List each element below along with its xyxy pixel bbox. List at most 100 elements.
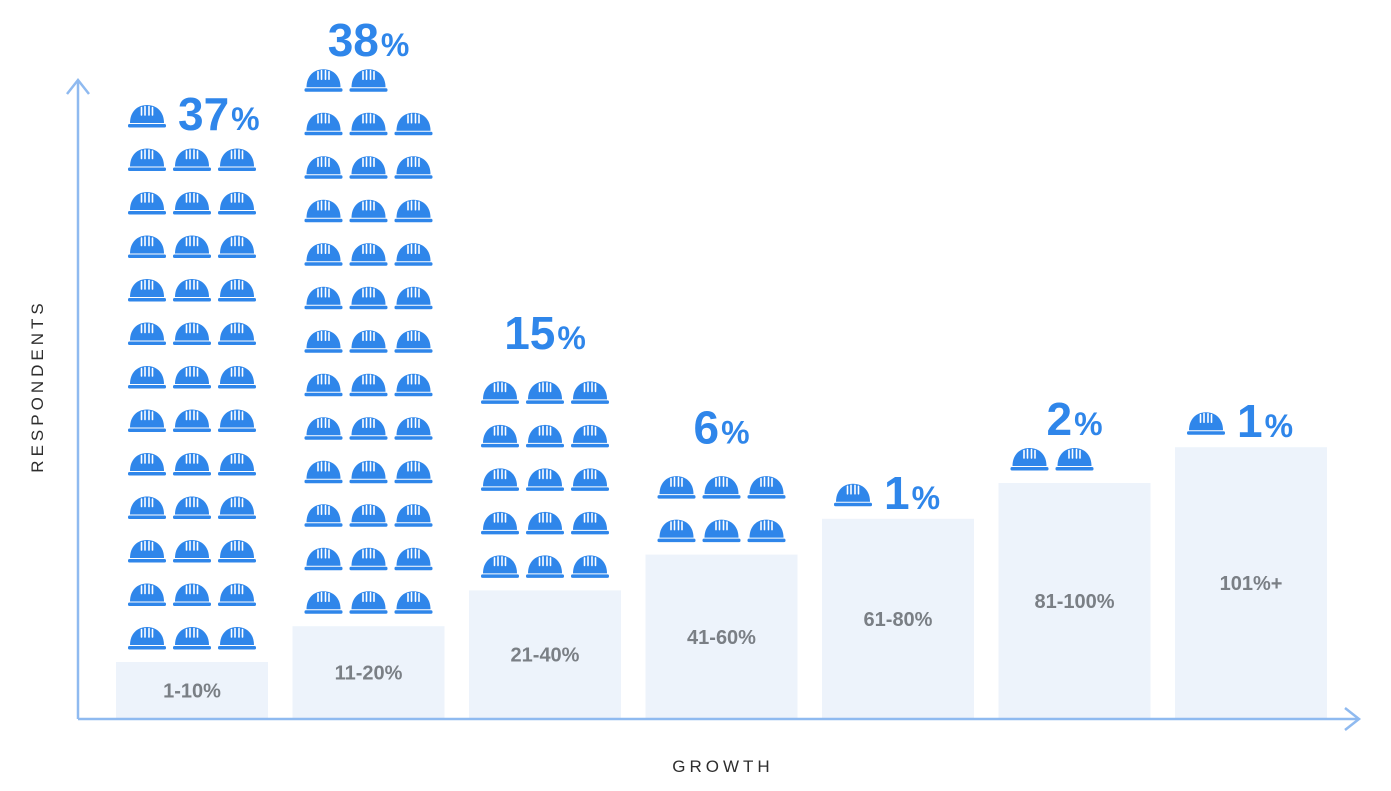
hard-hat-icon xyxy=(349,111,388,136)
hard-hat-icon xyxy=(349,68,388,93)
hard-hat-icon xyxy=(173,234,211,259)
percent-value: 2 xyxy=(1046,393,1072,445)
hard-hat-icon xyxy=(394,546,433,571)
hard-hat-icon xyxy=(218,539,256,563)
hard-hat-icon xyxy=(349,372,388,397)
percent-value: 1 xyxy=(884,467,910,519)
percent-sign: % xyxy=(381,27,409,63)
hard-hat-icon xyxy=(481,380,519,405)
hard-hat-icon xyxy=(702,518,741,543)
hard-hat-icon xyxy=(571,467,609,492)
percent-label: 1% xyxy=(1237,395,1293,447)
percent-label: 1% xyxy=(884,467,940,519)
hard-hat-icon xyxy=(173,321,211,346)
hard-hat-icon xyxy=(128,147,166,172)
hard-hat-icon xyxy=(304,416,343,441)
category-label: 61-80% xyxy=(864,609,933,631)
hard-hat-icon xyxy=(128,495,166,520)
hard-hat-icon xyxy=(834,482,872,507)
hard-hat-icon xyxy=(218,626,256,650)
hard-hat-icon xyxy=(304,198,343,223)
hard-hat-icon xyxy=(128,408,166,433)
hard-hat-icon xyxy=(349,546,388,571)
hard-hat-icon xyxy=(173,365,211,389)
hard-hat-icon xyxy=(218,582,256,607)
hard-hat-icon xyxy=(571,511,609,535)
hard-hat-icon xyxy=(304,285,343,310)
hard-hat-icon xyxy=(526,380,564,405)
hard-hat-icon xyxy=(218,191,256,215)
category-base xyxy=(469,590,621,719)
hard-hat-icon xyxy=(304,372,343,397)
percent-label: 15% xyxy=(504,307,586,359)
hard-hat-icon xyxy=(218,234,256,259)
hard-hat-icon xyxy=(571,554,609,579)
hard-hat-icon xyxy=(394,503,433,528)
hard-hat-icon xyxy=(526,424,564,448)
category-bases: 1-10% 11-20% 21-40% 41-60% 61-80% 81-100% 101%… xyxy=(116,447,1327,719)
hard-hat-icon xyxy=(173,278,211,302)
hard-hat-icon xyxy=(657,475,696,500)
hard-hat-icon xyxy=(173,147,211,172)
hard-hat-icon xyxy=(173,408,211,433)
category-label: 1-10% xyxy=(163,681,221,703)
hard-hat-icon xyxy=(394,155,433,180)
percent-value: 37 xyxy=(178,88,229,140)
hard-hat-icon xyxy=(571,424,609,448)
hard-hat-icon xyxy=(481,467,519,492)
category-label: 41-60% xyxy=(687,627,756,649)
hard-hat-icon xyxy=(128,365,166,389)
hard-hat-icon xyxy=(304,155,343,180)
axes xyxy=(66,77,1362,731)
category-base xyxy=(116,662,268,719)
hard-hat-icon xyxy=(349,329,388,354)
hard-hat-icon xyxy=(526,511,564,535)
percent-value: 1 xyxy=(1237,395,1263,447)
hard-hat-icon xyxy=(481,511,519,535)
hard-hat-icon xyxy=(394,459,433,484)
x-axis-title: GROWTH xyxy=(672,757,773,776)
percent-label: 2% xyxy=(1046,393,1102,445)
hard-hat-icon xyxy=(218,278,256,302)
hard-hat-icon xyxy=(349,285,388,310)
hard-hat-icon xyxy=(128,626,166,650)
category-label: 101%+ xyxy=(1220,573,1283,595)
hard-hat-icon xyxy=(304,68,343,93)
hard-hat-icon xyxy=(481,424,519,448)
hard-hat-icon xyxy=(1187,411,1225,436)
hard-hat-icon xyxy=(173,626,211,650)
hard-hat-icon xyxy=(349,459,388,484)
hard-hat-icon xyxy=(304,546,343,571)
hard-hat-icon xyxy=(304,503,343,528)
hard-hat-icon xyxy=(349,242,388,267)
percent-sign: % xyxy=(721,415,749,451)
hard-hat-icon xyxy=(747,518,786,543)
category-base xyxy=(1175,447,1327,719)
percent-label: 38% xyxy=(328,14,410,66)
percent-label: 37% xyxy=(178,88,260,140)
category-base xyxy=(822,518,974,719)
hard-hat-icon xyxy=(394,242,433,267)
percent-value: 38 xyxy=(328,14,379,66)
hard-hat-icon xyxy=(1010,447,1049,471)
hard-hat-icon xyxy=(1055,447,1094,471)
hard-hat-icon xyxy=(218,321,256,346)
hard-hat-icon xyxy=(304,590,343,615)
hard-hat-icon xyxy=(173,495,211,520)
hard-hat-icon xyxy=(394,590,433,615)
hard-hat-icon xyxy=(128,539,166,563)
hard-hat-icon xyxy=(394,372,433,397)
hard-hat-icon xyxy=(657,518,696,543)
hard-hat-icon xyxy=(481,554,519,579)
percent-sign: % xyxy=(1265,408,1293,444)
category-base xyxy=(645,554,798,719)
y-axis-arrow xyxy=(66,77,90,95)
hard-hat-icon xyxy=(349,590,388,615)
hard-hat-icon xyxy=(173,539,211,563)
category-label: 21-40% xyxy=(511,645,580,667)
percent-label: 6% xyxy=(693,402,749,454)
hard-hat-icon xyxy=(128,104,166,128)
hard-hat-icon xyxy=(304,111,343,136)
hard-hat-icon xyxy=(394,416,433,441)
hard-hat-icon xyxy=(394,198,433,223)
